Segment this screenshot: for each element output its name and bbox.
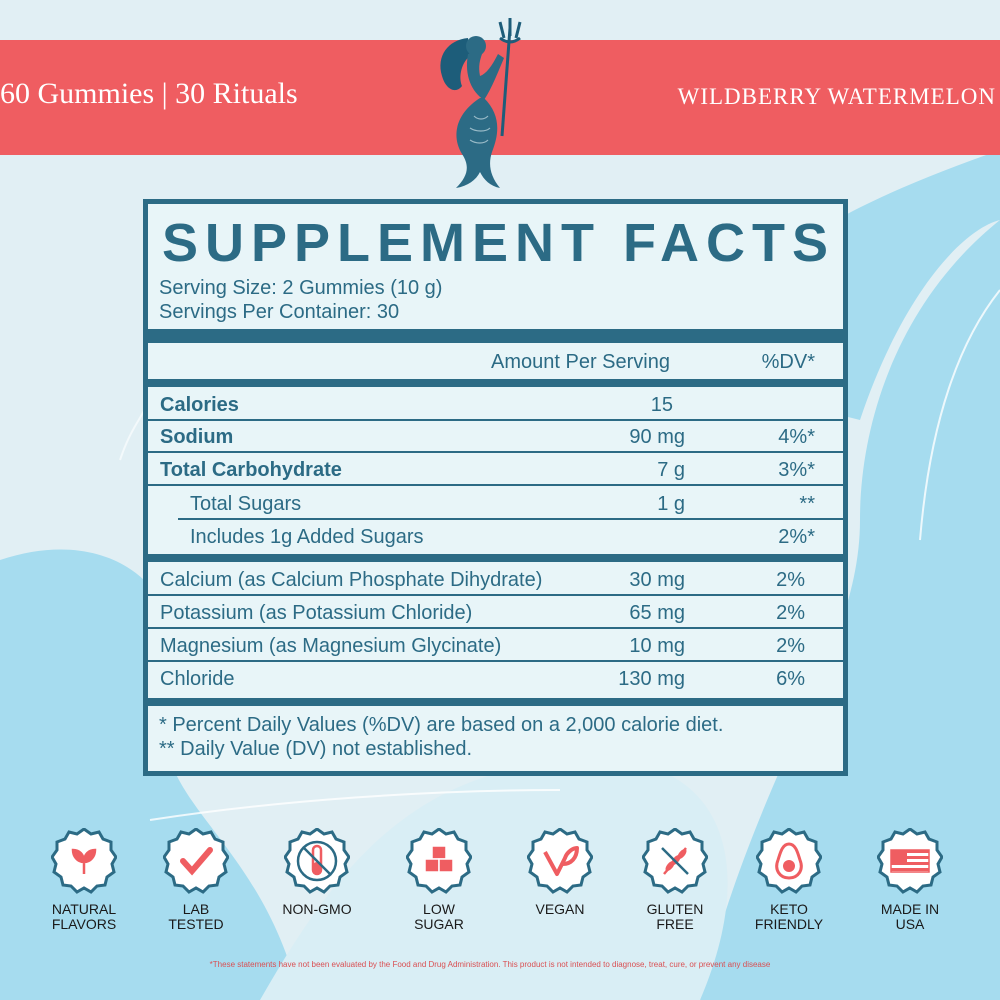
- badge-label: LAB TESTED: [168, 901, 224, 932]
- footnote-not-established: ** Daily Value (DV) not established.: [159, 738, 473, 760]
- medium-divider: [148, 379, 843, 387]
- badge-label: KETO FRIENDLY: [754, 901, 824, 932]
- nutrient-dv: **: [799, 493, 815, 515]
- medium-divider: [148, 698, 843, 706]
- leaves-icon: [51, 828, 117, 894]
- checkmark-box-icon: [163, 828, 229, 894]
- us-flag-icon: [877, 828, 943, 894]
- thick-divider: [148, 329, 843, 343]
- badge-lab-tested: LAB TESTED: [141, 828, 251, 932]
- badge-label: MADE IN USA: [880, 901, 940, 932]
- mineral-name: Calcium (as Calcium Phosphate Dihydrate): [160, 569, 543, 591]
- supplement-facts-panel: SUPPLEMENT FACTS Serving Size: 2 Gummies…: [143, 199, 848, 776]
- serving-size: Serving Size: 2 Gummies (10 g): [159, 277, 443, 299]
- badge-vegan: VEGAN: [505, 828, 615, 917]
- panel-title: SUPPLEMENT FACTS: [162, 213, 836, 273]
- badge-label: NATURAL FLAVORS: [51, 901, 117, 932]
- badge-label: LOW SUGAR: [414, 901, 464, 932]
- mineral-amount: 30 mg: [629, 569, 685, 591]
- servings-per-container: Servings Per Container: 30: [159, 301, 400, 323]
- mineral-name: Potassium (as Potassium Chloride): [160, 602, 473, 624]
- nutrient-dv: 3%*: [778, 459, 815, 481]
- badge-gluten-free: GLUTEN FREE: [620, 828, 730, 932]
- feature-badges: NATURAL FLAVORS LAB TESTED NON-GMO LOW S…: [0, 828, 1000, 948]
- nutrient-amount: 90 mg: [629, 426, 685, 448]
- gummy-count-label: 60 Gummies | 30 Rituals: [0, 77, 298, 110]
- mermaid-with-trident-icon: [440, 18, 522, 188]
- badge-keto-friendly: KETO FRIENDLY: [734, 828, 844, 932]
- nutrient-name: Includes 1g Added Sugars: [190, 526, 424, 548]
- badge-low-sugar: LOW SUGAR: [384, 828, 494, 932]
- vegan-leaf-icon: [527, 828, 593, 894]
- nutrient-name: Sodium: [160, 426, 234, 448]
- dv-header: %DV*: [761, 351, 815, 373]
- wheat-crossed-icon: [642, 828, 708, 894]
- nutrient-dv: 4%*: [778, 426, 815, 448]
- badge-label: VEGAN: [535, 901, 585, 917]
- nutrient-name: Total Sugars: [190, 493, 302, 515]
- nutrient-name: Calories: [160, 394, 239, 416]
- footnote-dv: * Percent Daily Values (%DV) are based o…: [159, 714, 724, 736]
- mineral-dv: 2%: [776, 569, 805, 591]
- sugar-cubes-icon: [406, 828, 472, 894]
- nutrient-row: Calories 15: [148, 389, 843, 421]
- nutrient-row: Total Sugars 1 g **: [178, 488, 843, 520]
- mineral-amount: 10 mg: [629, 635, 685, 657]
- nutrient-amount: 7 g: [657, 459, 685, 481]
- mineral-dv: 2%: [776, 635, 805, 657]
- nutrient-name: Total Carbohydrate: [160, 459, 342, 481]
- nutrient-row: Sodium 90 mg 4%*: [148, 421, 843, 453]
- badge-non-gmo: NON-GMO: [262, 828, 372, 917]
- test-tube-crossed-icon: [284, 828, 350, 894]
- mineral-amount: 130 mg: [618, 668, 685, 690]
- nutrient-row: Total Carbohydrate 7 g 3%*: [148, 454, 843, 486]
- mineral-row: Chloride 130 mg 6%: [148, 663, 843, 695]
- mineral-row: Magnesium (as Magnesium Glycinate) 10 mg…: [148, 630, 843, 662]
- amount-per-serving-header: Amount Per Serving: [491, 351, 670, 373]
- fda-disclaimer: *These statements have not been evaluate…: [209, 960, 771, 969]
- mineral-name: Magnesium (as Magnesium Glycinate): [160, 635, 502, 657]
- mineral-amount: 65 mg: [629, 602, 685, 624]
- avocado-icon: [756, 828, 822, 894]
- nutrient-amount: 15: [650, 394, 673, 416]
- badge-made-in-usa: MADE IN USA: [855, 828, 965, 932]
- nutrient-dv: 2%*: [778, 526, 815, 548]
- badge-natural-flavors: NATURAL FLAVORS: [29, 828, 139, 932]
- nutrient-amount: 1 g: [657, 493, 685, 515]
- mineral-row: Potassium (as Potassium Chloride) 65 mg …: [148, 597, 843, 629]
- medium-divider: [148, 554, 843, 562]
- mineral-dv: 6%: [776, 668, 805, 690]
- badge-label: NON-GMO: [282, 901, 352, 917]
- flavor-label: WILDBERRY WATERMELON: [677, 84, 996, 109]
- mineral-name: Chloride: [160, 668, 235, 690]
- mineral-row: Calcium (as Calcium Phosphate Dihydrate)…: [148, 564, 843, 596]
- mineral-dv: 2%: [776, 602, 805, 624]
- badge-label: GLUTEN FREE: [646, 901, 704, 932]
- nutrient-row: Includes 1g Added Sugars 2%*: [178, 521, 843, 553]
